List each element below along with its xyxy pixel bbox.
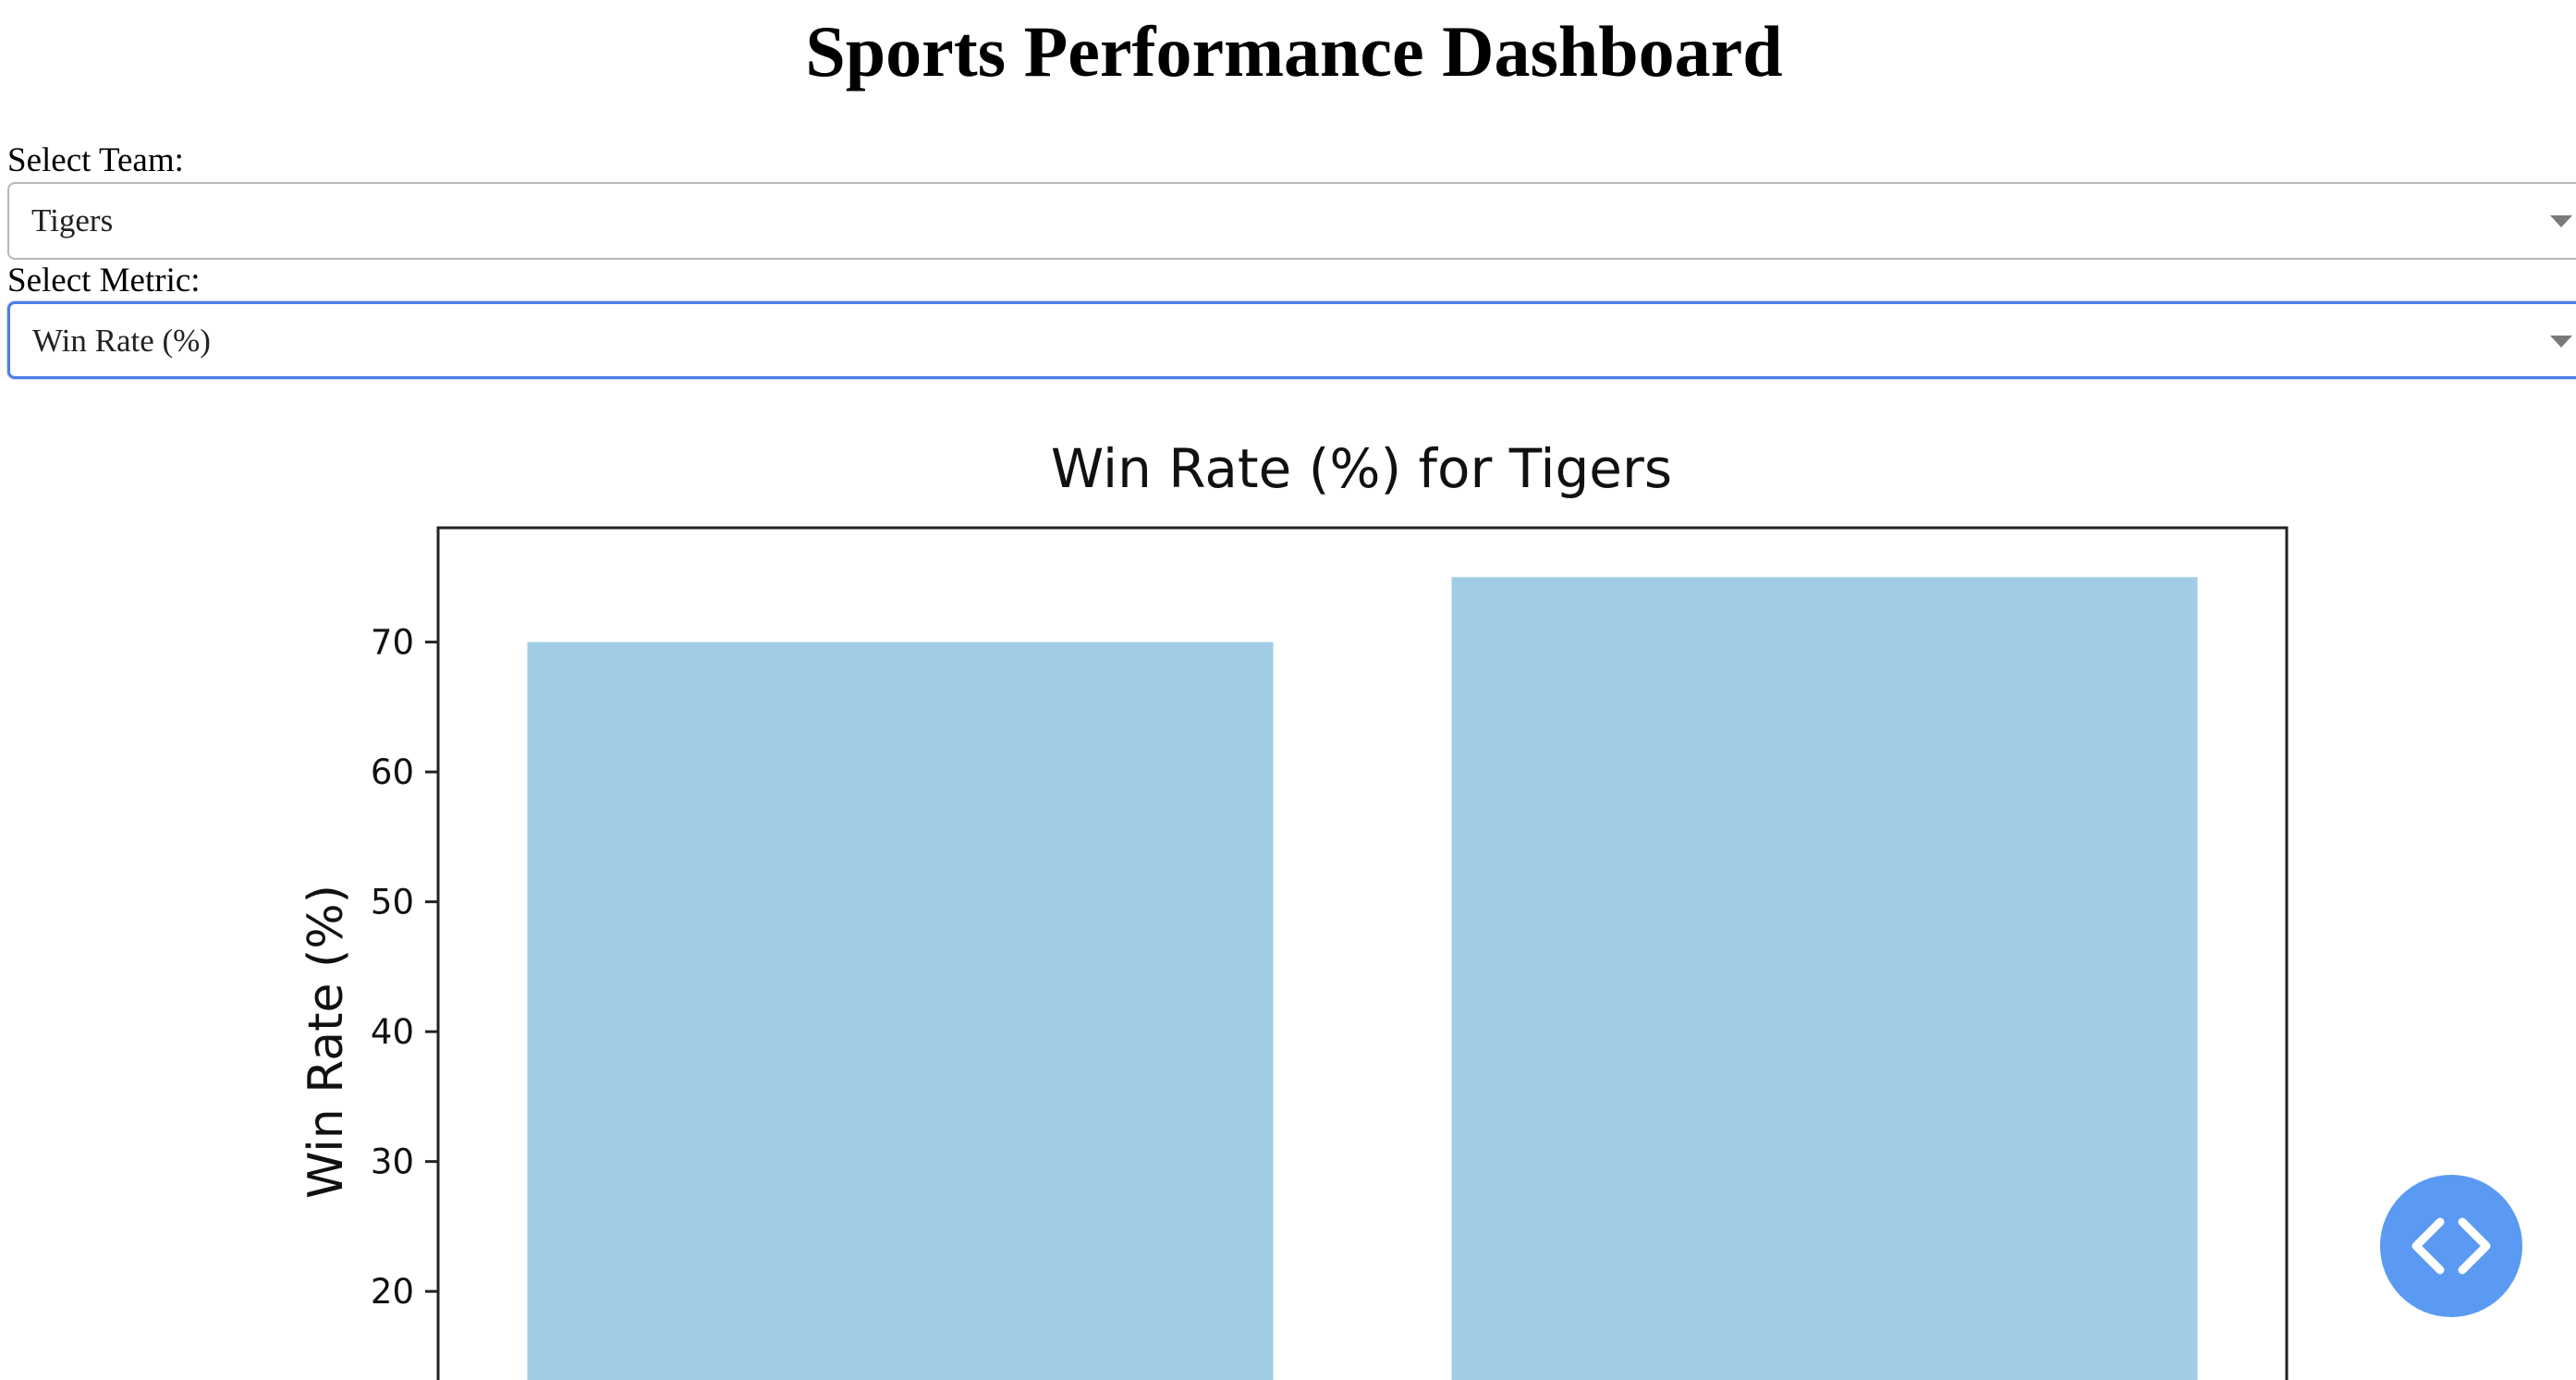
chevron-down-icon [2550, 336, 2572, 348]
metric-select-label: Select Metric: [7, 262, 201, 299]
code-view-button[interactable] [2380, 1175, 2522, 1317]
y-tick-label: 70 [371, 623, 414, 663]
y-tick-label: 30 [371, 1142, 414, 1182]
team-select-value: Tigers [31, 202, 114, 238]
metric-select-value: Win Rate (%) [32, 323, 211, 359]
bar-2 [1451, 577, 2198, 1380]
y-tick-label: 20 [371, 1272, 414, 1312]
chart-y-axis-label: Win Rate (%) [299, 885, 354, 1199]
metric-select[interactable]: Win Rate (%) [7, 301, 2576, 379]
team-select[interactable]: Tigers [7, 182, 2576, 260]
code-icon [2411, 1217, 2491, 1275]
bar-chart: Win Rate (%) for Tigers Win Rate (%) 20 3… [0, 425, 2576, 1380]
chart-canvas: Win Rate (%) for Tigers Win Rate (%) 20 3… [299, 437, 2289, 1380]
bar-1 [527, 641, 1274, 1380]
y-tick-label: 50 [371, 883, 414, 922]
plot-area [436, 526, 2289, 1380]
y-tick-label: 60 [371, 752, 414, 792]
y-tick-label: 40 [371, 1012, 414, 1052]
team-select-label: Select Team: [7, 141, 184, 179]
chevron-down-icon [2550, 215, 2572, 227]
chart-title: Win Rate (%) for Tigers [1051, 437, 1672, 500]
page-title: Sports Performance Dashboard [805, 11, 1783, 92]
